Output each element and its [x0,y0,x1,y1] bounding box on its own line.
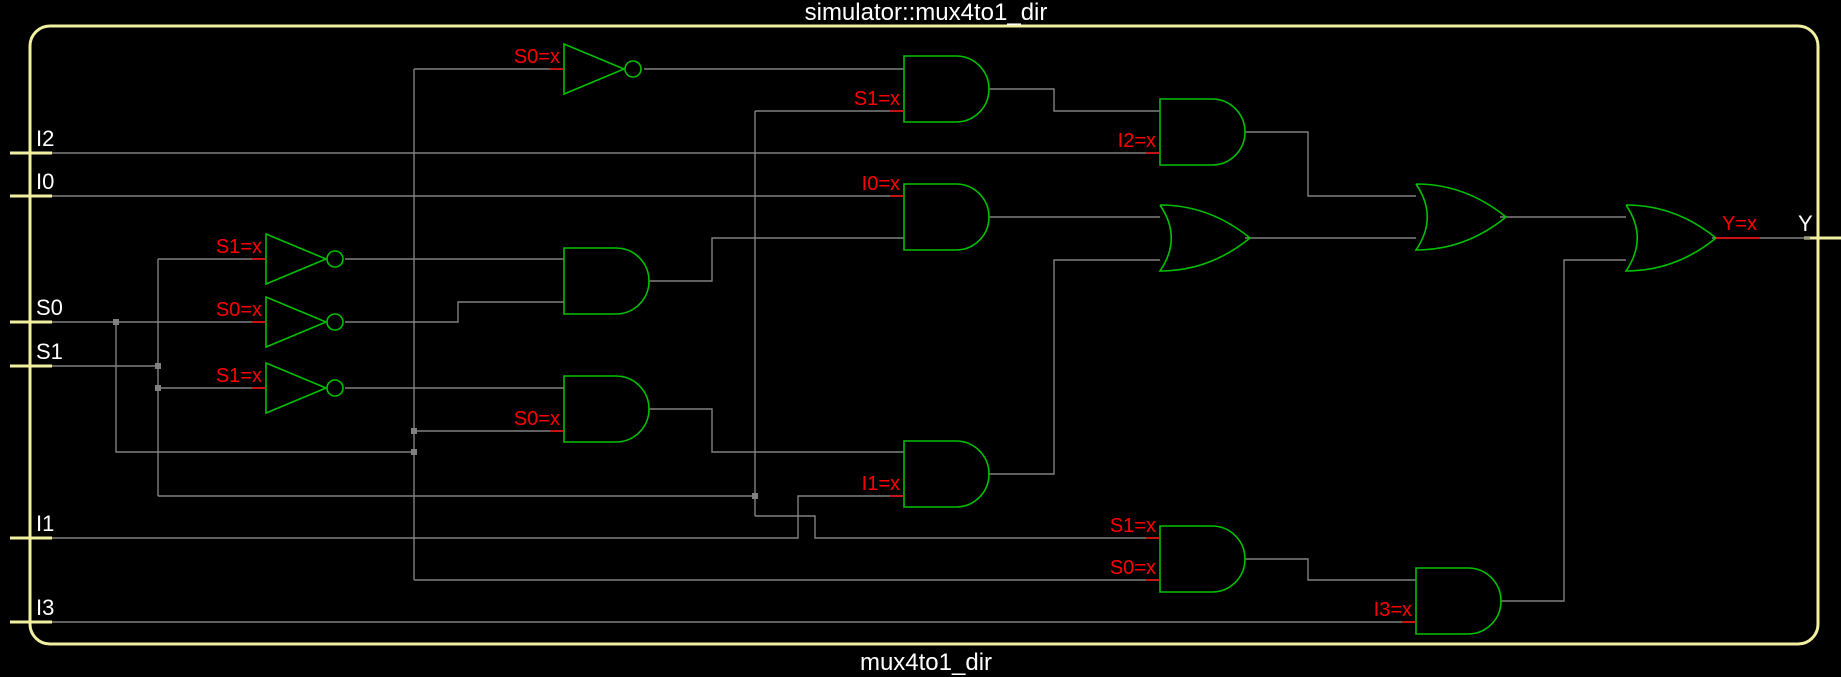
junction-s0 [113,319,119,325]
gate-or-b[interactable] [1158,204,1252,272]
not-gate-bubble [624,60,642,78]
module-title: simulator::mux4to1_dir [805,0,1048,26]
gate-not-s1-a[interactable]: S1=x [216,232,344,286]
port-label-i0: I0 [36,169,54,194]
and-gate-body [1415,567,1502,635]
and-gate-body [1159,525,1246,593]
junction-s1 [155,363,161,369]
input-value-label: S0=x [1110,557,1156,579]
wire-sel00-out [649,237,904,282]
gate-and-i1[interactable]: I1=x [862,440,990,508]
input-value-label: S0=x [514,46,560,68]
gate-and-i2[interactable]: I2=x [1118,98,1246,166]
wire-i1-and-out [989,259,1160,475]
junction-s1-bus-b [752,493,758,499]
and-gate-body [903,440,990,508]
and-gate-body [903,183,990,251]
wire-s1-to-and-sel11 [755,515,1160,539]
gate-and-sel11[interactable]: S1=x S0=x [1110,515,1246,593]
and-gate-body [1159,98,1246,166]
wires [44,68,1626,623]
gate-and-sel10[interactable]: S1=x [854,55,990,123]
or-gate-body [1158,204,1252,272]
gate-and-sel00[interactable] [563,247,650,315]
port-label-i1: I1 [36,511,54,536]
gate-or-a[interactable] [1414,183,1508,251]
port-label-i3: I3 [36,595,54,620]
port-label-s1: S1 [36,339,63,364]
wire-i1 [44,495,904,539]
gate-not-s0-top[interactable]: S0=x [514,42,642,96]
wire-sel01-out [649,408,904,453]
or-gate-body [1414,183,1508,251]
gate-not-s1-c[interactable]: S1=x [216,361,344,415]
input-value-label: I0=x [862,173,900,195]
junctions [113,319,758,499]
and-gate-body [563,247,650,315]
input-value-label: S1=x [1110,515,1156,537]
input-value-label: I1=x [862,473,900,495]
module-frame[interactable] [28,24,1820,646]
input-value-label: S1=x [216,365,262,387]
wire-not-b-out [345,301,564,323]
wire-i3-and-out [1500,259,1626,602]
input-value-label: S0=x [514,408,560,430]
gate-not-s0-b[interactable]: S0=x [216,295,344,349]
port-labels: I2 I0 S0 S1 I1 I3 Y [36,126,1813,620]
port-label-y: Y [1798,211,1813,236]
not-gate-bubble [326,250,344,268]
gate-and-i0[interactable]: I0=x [862,173,990,251]
gate-and-sel01[interactable]: S0=x [514,375,650,443]
gates: S0=x S1=x S0=x S1=x S0=x S1=x I0=x I1=x I2=x S1=x… [216,42,1760,635]
gate-and-i3[interactable]: I3=x [1374,567,1502,635]
junction-s0-bus-b [411,449,417,455]
port-label-s0: S0 [36,295,63,320]
and-gate-body [903,55,990,123]
not-gate-bubble [326,313,344,331]
port-label-i2: I2 [36,126,54,151]
input-value-label: I3=x [1374,599,1412,621]
gate-or-out[interactable]: Y=x [1624,204,1760,272]
module-name: mux4to1_dir [860,649,992,676]
output-value-label: Y=x [1722,213,1757,235]
or-gate-body [1624,204,1718,272]
and-gate-body [563,375,650,443]
input-value-label: S1=x [854,88,900,110]
port-stubs [10,151,1841,624]
input-value-label: S1=x [216,236,262,258]
input-value-label: I2=x [1118,130,1156,152]
wire-i2-and-out [1245,131,1416,197]
wire-sel11-out [1245,558,1416,581]
junction-s1-b [155,385,161,391]
not-gate-bubble [326,379,344,397]
wire-sel10-out [989,88,1160,112]
junction-s0-bus-a [411,428,417,434]
input-value-label: S0=x [216,299,262,321]
